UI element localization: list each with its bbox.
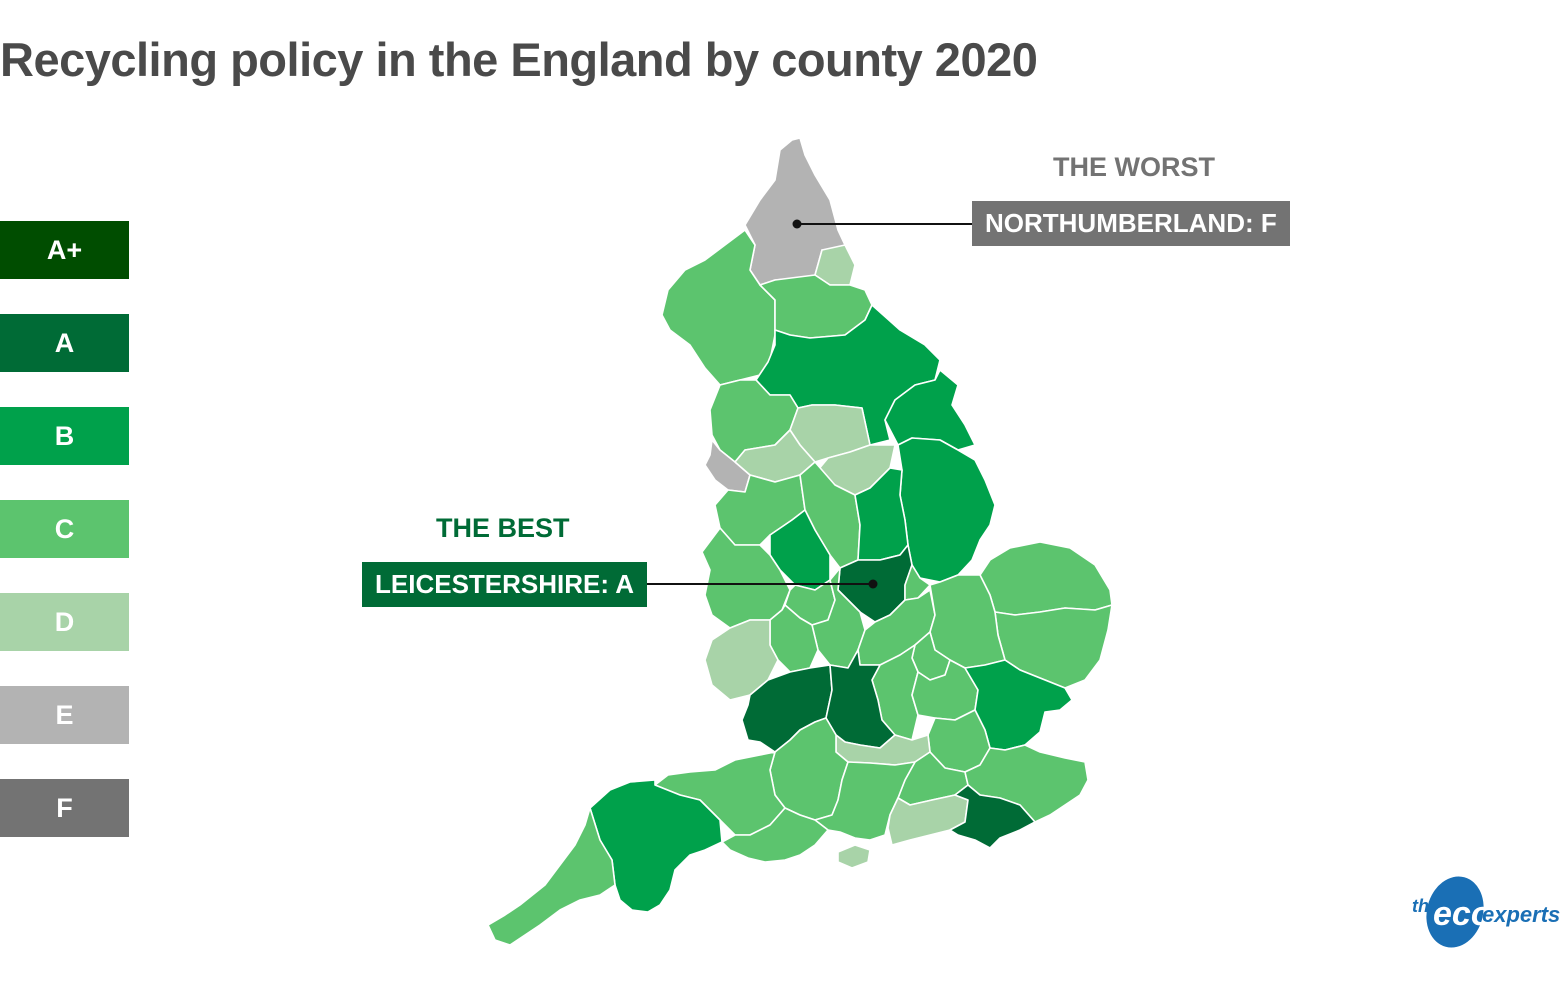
logo-the: the xyxy=(1412,896,1439,916)
legend-item-c: C xyxy=(0,500,129,558)
page-title: Recycling policy in the England by count… xyxy=(0,33,1038,86)
county-devon xyxy=(589,779,723,913)
legend-item-f: F xyxy=(0,779,129,837)
legend-label: F xyxy=(56,792,73,823)
legend-label: B xyxy=(54,420,75,451)
legend-label: A+ xyxy=(46,234,83,265)
county-dorset xyxy=(721,807,829,863)
worst-callout-label: NORTHUMBERLAND: F xyxy=(985,208,1277,238)
worst-marker-dot xyxy=(792,219,802,229)
logo-experts: experts xyxy=(1482,902,1560,927)
worst-callout-box: NORTHUMBERLAND: F xyxy=(972,201,1290,246)
callout-lines xyxy=(634,219,972,589)
legend-label: C xyxy=(54,513,75,544)
the-eco-experts-logo: the eco experts xyxy=(1412,876,1560,948)
legend-item-a: A xyxy=(0,314,129,372)
county-isle-of-wight xyxy=(837,844,871,869)
worst-heading: THE WORST xyxy=(1053,152,1215,182)
county-east-sussex xyxy=(949,784,1036,849)
logo-eco: eco xyxy=(1433,895,1492,933)
best-marker-dot xyxy=(868,579,878,589)
county-cornwall xyxy=(487,807,616,946)
legend-label: E xyxy=(55,699,74,730)
county-hampshire xyxy=(814,761,916,841)
best-callout-label: LEICESTERSHIRE: A xyxy=(375,569,635,599)
legend-label: D xyxy=(54,606,75,637)
county-norfolk xyxy=(979,541,1113,616)
best-heading: THE BEST xyxy=(436,513,570,543)
legend-label: A xyxy=(54,327,75,358)
county-lincolnshire xyxy=(897,437,996,583)
logo-oval xyxy=(1426,876,1484,948)
legend-item-a-plus: A+ xyxy=(0,221,129,279)
legend-item-b: B xyxy=(0,407,129,465)
county-kent xyxy=(964,744,1089,823)
county-west-sussex xyxy=(887,794,969,846)
best-callout-box: LEICESTERSHIRE: A xyxy=(362,562,648,607)
legend-item-e: E xyxy=(0,686,129,744)
legend-item-d: D xyxy=(0,593,129,651)
